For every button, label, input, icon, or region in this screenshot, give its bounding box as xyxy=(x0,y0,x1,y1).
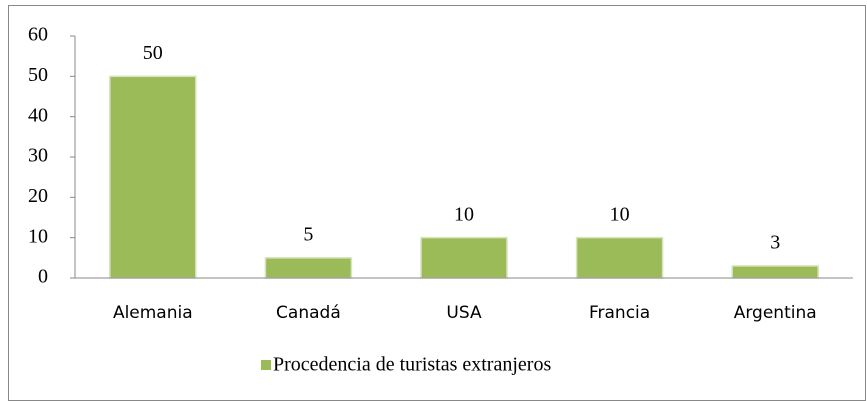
bar xyxy=(575,236,664,279)
y-tick-label: 0 xyxy=(38,266,48,288)
bar xyxy=(731,265,819,279)
y-tick-label: 40 xyxy=(28,104,48,126)
y-tick-label: 10 xyxy=(28,225,48,247)
y-tick-label: 50 xyxy=(28,64,48,86)
data-label: 10 xyxy=(454,203,474,225)
bar xyxy=(264,257,353,279)
x-tick-label: USA xyxy=(446,303,482,323)
legend-label: Procedencia de turistas extranjeros xyxy=(273,354,551,376)
bar xyxy=(109,75,197,279)
y-tick-label: 20 xyxy=(28,185,48,207)
y-tick-label: 60 xyxy=(28,24,48,46)
data-label: 3 xyxy=(770,231,780,253)
data-label: 5 xyxy=(303,223,313,245)
legend-swatch xyxy=(261,360,271,370)
x-tick-label: Alemania xyxy=(113,303,193,323)
data-label: 10 xyxy=(610,203,630,225)
bar xyxy=(420,236,508,279)
data-label: 50 xyxy=(143,42,163,64)
y-tick-label: 30 xyxy=(28,145,48,167)
x-tick-label: Francia xyxy=(589,303,650,323)
x-tick-label: Argentina xyxy=(734,303,817,323)
x-tick-label: Canadá xyxy=(276,303,341,323)
